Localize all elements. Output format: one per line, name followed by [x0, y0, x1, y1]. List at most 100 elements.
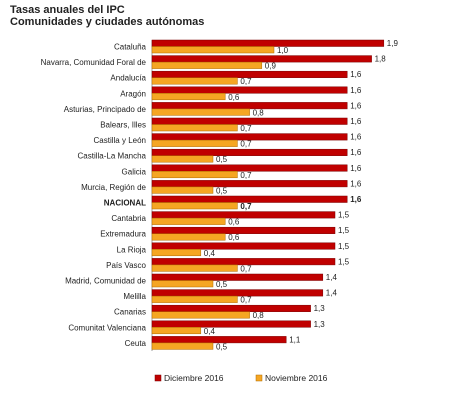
data-label-diciembre: 1,9 — [387, 39, 399, 48]
category-label: Comunitat Valenciana — [68, 323, 146, 332]
chart-title-block: Tasas anuales del IPC Comunidades y ciud… — [10, 4, 204, 28]
category-label: La Rioja — [117, 245, 147, 254]
category-label: Melilla — [123, 292, 146, 301]
bar-diciembre — [151, 70, 348, 78]
category-label: Galicia — [122, 167, 147, 176]
bar-noviembre — [151, 311, 250, 319]
data-label-noviembre: 0,7 — [240, 77, 252, 86]
data-label-noviembre: 0,7 — [240, 124, 252, 133]
data-label-noviembre: 0,5 — [216, 342, 228, 351]
bar-noviembre — [151, 155, 214, 163]
data-label-noviembre: 0,7 — [240, 264, 252, 273]
data-label-diciembre: 1,4 — [326, 289, 338, 298]
data-label-diciembre: 1,8 — [375, 55, 387, 64]
bar-diciembre — [151, 289, 324, 297]
bar-diciembre — [151, 226, 336, 234]
bar-diciembre — [151, 148, 348, 156]
bar-noviembre — [151, 61, 263, 69]
chart-subtitle: Comunidades y ciudades autónomas — [10, 16, 205, 28]
data-label-diciembre: 1,6 — [350, 133, 362, 142]
legend-swatch — [255, 374, 263, 382]
category-label: Cantabria — [111, 214, 146, 223]
bar-noviembre — [151, 217, 226, 225]
data-label-noviembre: 0,6 — [228, 233, 240, 242]
bar-noviembre — [151, 77, 238, 85]
data-label-diciembre: 1,6 — [350, 164, 362, 173]
bar-diciembre — [151, 242, 336, 250]
bar-noviembre — [151, 124, 238, 132]
data-label-diciembre: 1,5 — [338, 257, 350, 266]
chart-title: Tasas anuales del IPC — [10, 4, 125, 16]
legend-label: Noviembre 2016 — [265, 373, 328, 383]
data-label-diciembre: 1,5 — [338, 226, 350, 235]
category-label: Navarra, Comunidad Foral de — [41, 58, 147, 67]
category-label: Murcia, Región de — [81, 183, 146, 192]
category-label: Castilla-La Mancha — [78, 152, 147, 161]
bar-noviembre — [151, 171, 238, 179]
bar-noviembre — [151, 233, 226, 241]
data-label-noviembre: 0,4 — [204, 249, 216, 258]
data-label-diciembre: 1,6 — [350, 179, 362, 188]
category-label: Balears, Illes — [100, 121, 146, 130]
bar-noviembre — [151, 202, 238, 210]
data-label-diciembre: 1,1 — [289, 335, 301, 344]
data-label-noviembre: 0,7 — [240, 171, 252, 180]
category-label: País Vasco — [106, 261, 146, 270]
data-label-noviembre: 0,5 — [216, 280, 228, 289]
data-label-noviembre: 0,7 — [240, 140, 252, 149]
data-label-diciembre: 1,6 — [350, 70, 362, 79]
data-label-diciembre: 1,3 — [314, 320, 326, 329]
data-label-diciembre: 1,6 — [350, 101, 362, 110]
bar-noviembre — [151, 280, 214, 288]
data-label-noviembre: 0,5 — [216, 155, 228, 164]
data-label-diciembre: 1,5 — [338, 211, 350, 220]
category-label: Andalucía — [110, 74, 146, 83]
data-label-noviembre: 0,7 — [240, 296, 252, 305]
bar-noviembre — [151, 186, 214, 194]
bar-diciembre — [151, 102, 348, 110]
bar-diciembre — [151, 320, 311, 328]
category-label: Ceuta — [125, 339, 147, 348]
bar-diciembre — [151, 55, 372, 63]
data-label-diciembre: 1,6 — [350, 195, 362, 204]
bar-diciembre — [151, 164, 348, 172]
bar-noviembre — [151, 139, 238, 147]
bar-noviembre — [151, 295, 238, 303]
data-label-diciembre: 1,5 — [338, 242, 350, 251]
data-label-diciembre: 1,6 — [350, 117, 362, 126]
bar-noviembre — [151, 93, 226, 101]
bar-noviembre — [151, 342, 214, 350]
category-label: Castilla y León — [94, 136, 146, 145]
bar-diciembre — [151, 336, 287, 344]
bar-diciembre — [151, 211, 336, 219]
data-label-noviembre: 0,7 — [240, 202, 252, 211]
data-label-diciembre: 1,3 — [314, 304, 326, 313]
data-label-noviembre: 0,5 — [216, 186, 228, 195]
bar-diciembre — [151, 86, 348, 94]
legend-label: Diciembre 2016 — [164, 373, 224, 383]
category-label: Canarias — [114, 308, 146, 317]
bar-diciembre — [151, 195, 348, 203]
category-label: Madrid, Comunidad de — [65, 277, 146, 286]
category-label: NACIONAL — [104, 199, 146, 208]
category-label: Extremadura — [100, 230, 146, 239]
data-label-noviembre: 0,8 — [253, 311, 265, 320]
bar-diciembre — [151, 258, 336, 266]
data-label-noviembre: 0,6 — [228, 93, 240, 102]
bar-noviembre — [151, 249, 202, 257]
data-label-noviembre: 0,6 — [228, 218, 240, 227]
bar-noviembre — [151, 46, 275, 54]
category-label: Cataluña — [114, 43, 147, 52]
data-label-noviembre: 0,9 — [265, 62, 277, 71]
data-label-diciembre: 1,4 — [326, 273, 338, 282]
bar-diciembre — [151, 273, 324, 281]
data-label-diciembre: 1,6 — [350, 86, 362, 95]
category-label: Asturias, Principado de — [64, 105, 147, 114]
bar-diciembre — [151, 180, 348, 188]
bar-noviembre — [151, 264, 238, 272]
bar-noviembre — [151, 108, 250, 116]
bar-diciembre — [151, 304, 311, 312]
bar-diciembre — [151, 117, 348, 125]
data-label-noviembre: 1,0 — [277, 46, 289, 55]
